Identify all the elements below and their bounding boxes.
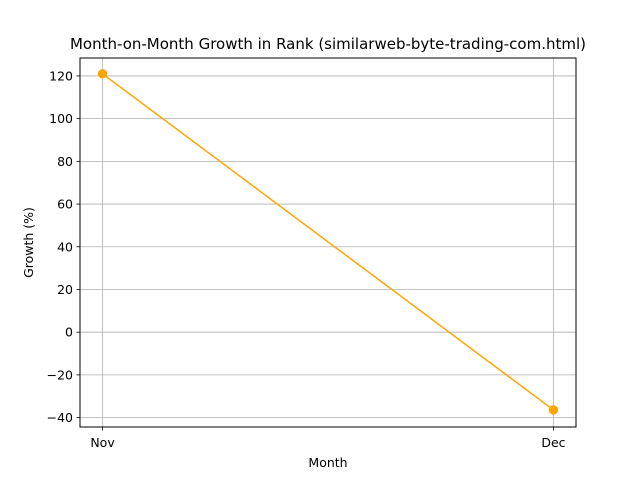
series-line bbox=[102, 73, 554, 411]
y-tick-label: 120 bbox=[49, 68, 73, 83]
x-axis-ticks: Nov Dec bbox=[90, 427, 566, 450]
x-tick-label: Nov bbox=[90, 435, 115, 450]
y-tick-label: −20 bbox=[47, 367, 73, 382]
plot-area-frame bbox=[79, 57, 577, 428]
x-axis-label: Month bbox=[308, 455, 347, 470]
y-tick-label: 100 bbox=[49, 111, 73, 126]
y-axis-ticks: −40 −20 0 20 40 60 80 100 120 bbox=[47, 68, 80, 425]
data-point-nov bbox=[97, 69, 108, 79]
chart-title: Month-on-Month Growth in Rank (similarwe… bbox=[70, 35, 586, 53]
y-tick-label: 40 bbox=[57, 239, 73, 254]
y-axis-label: Growth (%) bbox=[21, 207, 36, 278]
y-tick-label: −40 bbox=[47, 410, 73, 425]
y-tick-label: 0 bbox=[65, 325, 73, 340]
y-tick-label: 20 bbox=[57, 282, 73, 297]
data-point-dec bbox=[548, 405, 559, 415]
series-layer bbox=[97, 69, 559, 415]
x-tick-label: Dec bbox=[541, 435, 565, 450]
y-tick-label: 80 bbox=[57, 154, 73, 169]
y-tick-label: 60 bbox=[57, 197, 73, 212]
grid-lines bbox=[80, 58, 576, 427]
